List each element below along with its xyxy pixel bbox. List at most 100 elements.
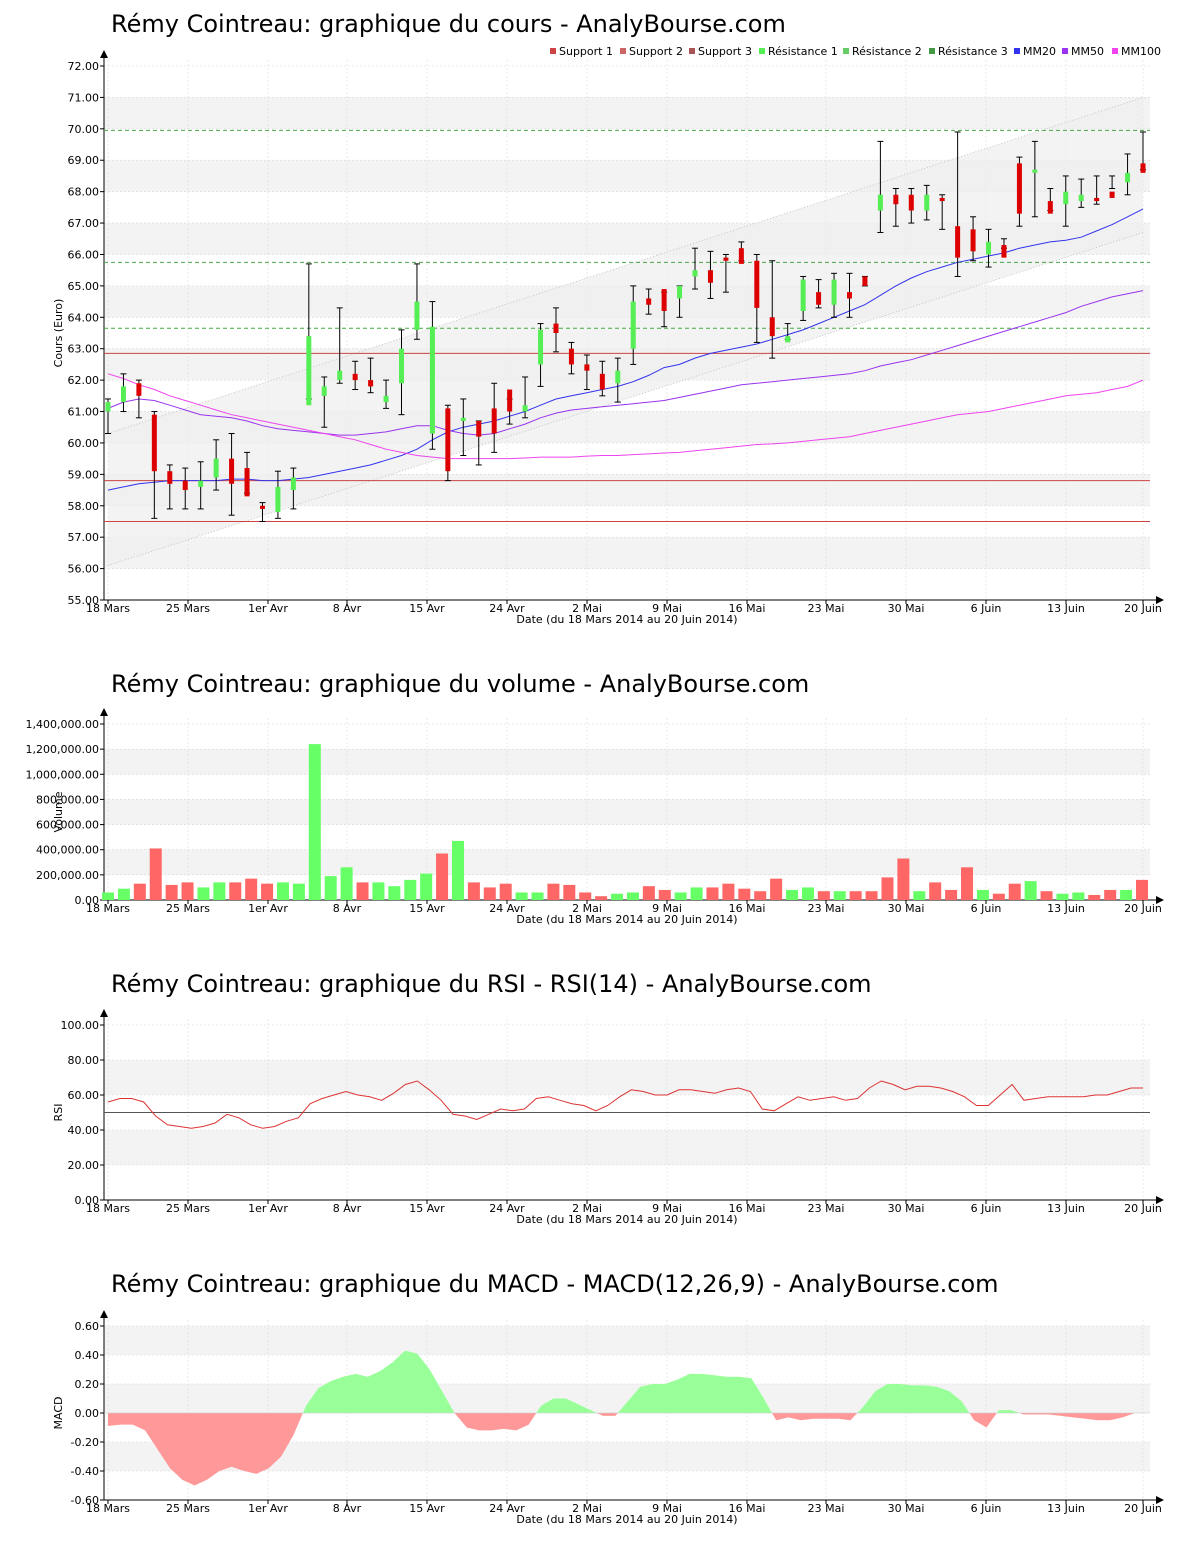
candle-body [908,194,914,211]
price-y-tick-label: 61.00 [68,406,100,419]
candle-body [630,301,636,349]
candle-body [769,317,775,337]
rsi-line [107,1080,1143,1129]
price-x-tick-label: 1er Avr [248,602,288,615]
volume-bar [102,892,114,900]
volume-bar [483,887,496,900]
volume-bar [849,891,862,900]
price-band [104,537,1150,569]
candle-body [800,279,806,312]
volume-bar [961,867,974,900]
rsi-y-tick-label: 100.00 [61,1019,100,1032]
rsi-x-tick-label: 25 Mars [166,1202,210,1215]
price-x-tick-label: 23 Mai [808,602,845,615]
legend-swatch [1014,48,1020,54]
volume-chart: 0.00 200,000.00 400,000.00 600,000.00 800,00… [26,708,1164,926]
rsi-x-tick-label: 1er Avr [248,1202,288,1215]
macd-y-tick-label: 0.00 [75,1407,100,1420]
volume-bar [897,858,910,900]
macd-y-tick-label: 0.40 [75,1349,100,1362]
macd-negative-area [108,1413,303,1486]
candle-body [120,386,126,403]
price-y-axis-label: Cours (Euro) [52,299,65,368]
rsi-chart-title: Rémy Cointreau: graphique du RSI - RSI(1… [111,970,872,998]
macd-x-tick-label: 6 Juin [971,1502,1002,1515]
legend-label: Support 1 [559,45,613,58]
candle-body [306,336,312,406]
macd-x-tick-label: 24 Avr [489,1502,525,1515]
price-x-axis-arrow [1156,596,1164,604]
volume-bar [865,891,878,900]
volume-bar [308,744,321,900]
price-y-tick-label: 55.00 [68,594,100,607]
volume-bar [324,876,337,900]
candle-body [460,417,466,421]
volume-bar [1104,889,1117,900]
volume-bar [1056,893,1069,900]
volume-bar [722,883,735,900]
legend-label: Résistance 2 [852,45,922,58]
candle-body [1078,194,1084,202]
volume-bar [197,887,210,900]
volume-bar [833,891,846,900]
macd-x-tick-label: 20 Juin [1124,1502,1162,1515]
rsi-x-tick-label: 16 Mai [729,1202,766,1215]
macd-x-tick-label: 18 Mars [86,1502,130,1515]
rsi-x-tick-label: 23 Mai [808,1202,845,1215]
volume-bar [420,873,433,900]
volume-bar [229,882,242,900]
macd-positive-area [857,1384,970,1413]
legend-label: MM50 [1071,45,1104,58]
price-y-tick-label: 59.00 [68,468,100,481]
candle-body [151,414,157,472]
volume-band [104,799,1150,825]
rsi-y-axis-label: RSI [52,1104,65,1122]
volume-band [104,849,1150,875]
price-x-tick-label: 6 Juin [971,602,1002,615]
volume-bar [1120,889,1133,900]
candle-body [1001,245,1007,258]
price-x-tick-label: 2 Mai [572,602,602,615]
rsi-x-tick-label: 15 Avr [409,1202,445,1215]
candle-body [939,197,945,202]
candle-body [522,405,528,412]
volume-bar [117,888,130,900]
price-band [104,97,1150,129]
price-x-tick-label: 24 Avr [489,602,525,615]
volume-bar [754,891,767,900]
price-y-tick-label: 67.00 [68,217,100,230]
price-y-tick-label: 64.00 [68,311,100,324]
macd-negative-area [454,1413,537,1431]
volume-x-tick-label: 18 Mars [86,902,130,915]
volume-y-tick-label: 400,000.00 [36,844,99,857]
macd-x-axis-label: Date (du 18 Mars 2014 au 20 Juin 2014) [516,1513,737,1526]
rsi-x-tick-label: 24 Avr [489,1202,525,1215]
candle-body [1016,163,1022,214]
price-channel-upper [107,97,1144,434]
candle-body [507,389,513,412]
price-y-tick-label: 72.00 [68,60,100,73]
candle-body [877,194,883,211]
macd-y-tick-label: -0.60 [71,1494,99,1507]
rsi-x-axis-arrow [1156,1196,1164,1204]
macd-x-tick-label: 13 Juin [1047,1502,1085,1515]
volume-y-axis-label: Volume [52,791,65,832]
rsi-y-axis-arrow [100,1009,108,1017]
macd-chart: -0.60 -0.40 -0.20 0.00 0.20 0.40 0.60 18 Mars 25… [52,1310,1164,1526]
rsi-x-tick-label: 9 Mai [652,1202,682,1215]
volume-x-tick-label: 20 Juin [1124,902,1162,915]
candle-body [615,370,621,384]
volume-y-tick-label: 1,200,000.00 [26,743,99,756]
legend-swatch [1062,48,1068,54]
volume-x-axis-arrow [1156,896,1164,904]
candle-body [970,229,976,252]
volume-x-tick-label: 24 Avr [489,902,525,915]
volume-bar [1088,894,1101,900]
volume-bar [1040,891,1053,900]
legend-label: MM100 [1121,45,1161,58]
volume-bar [404,879,417,900]
price-y-tick-label: 57.00 [68,531,100,544]
volume-bar [945,889,958,900]
rsi-y-tick-label: 60.00 [68,1089,100,1102]
candle-body [352,373,358,381]
